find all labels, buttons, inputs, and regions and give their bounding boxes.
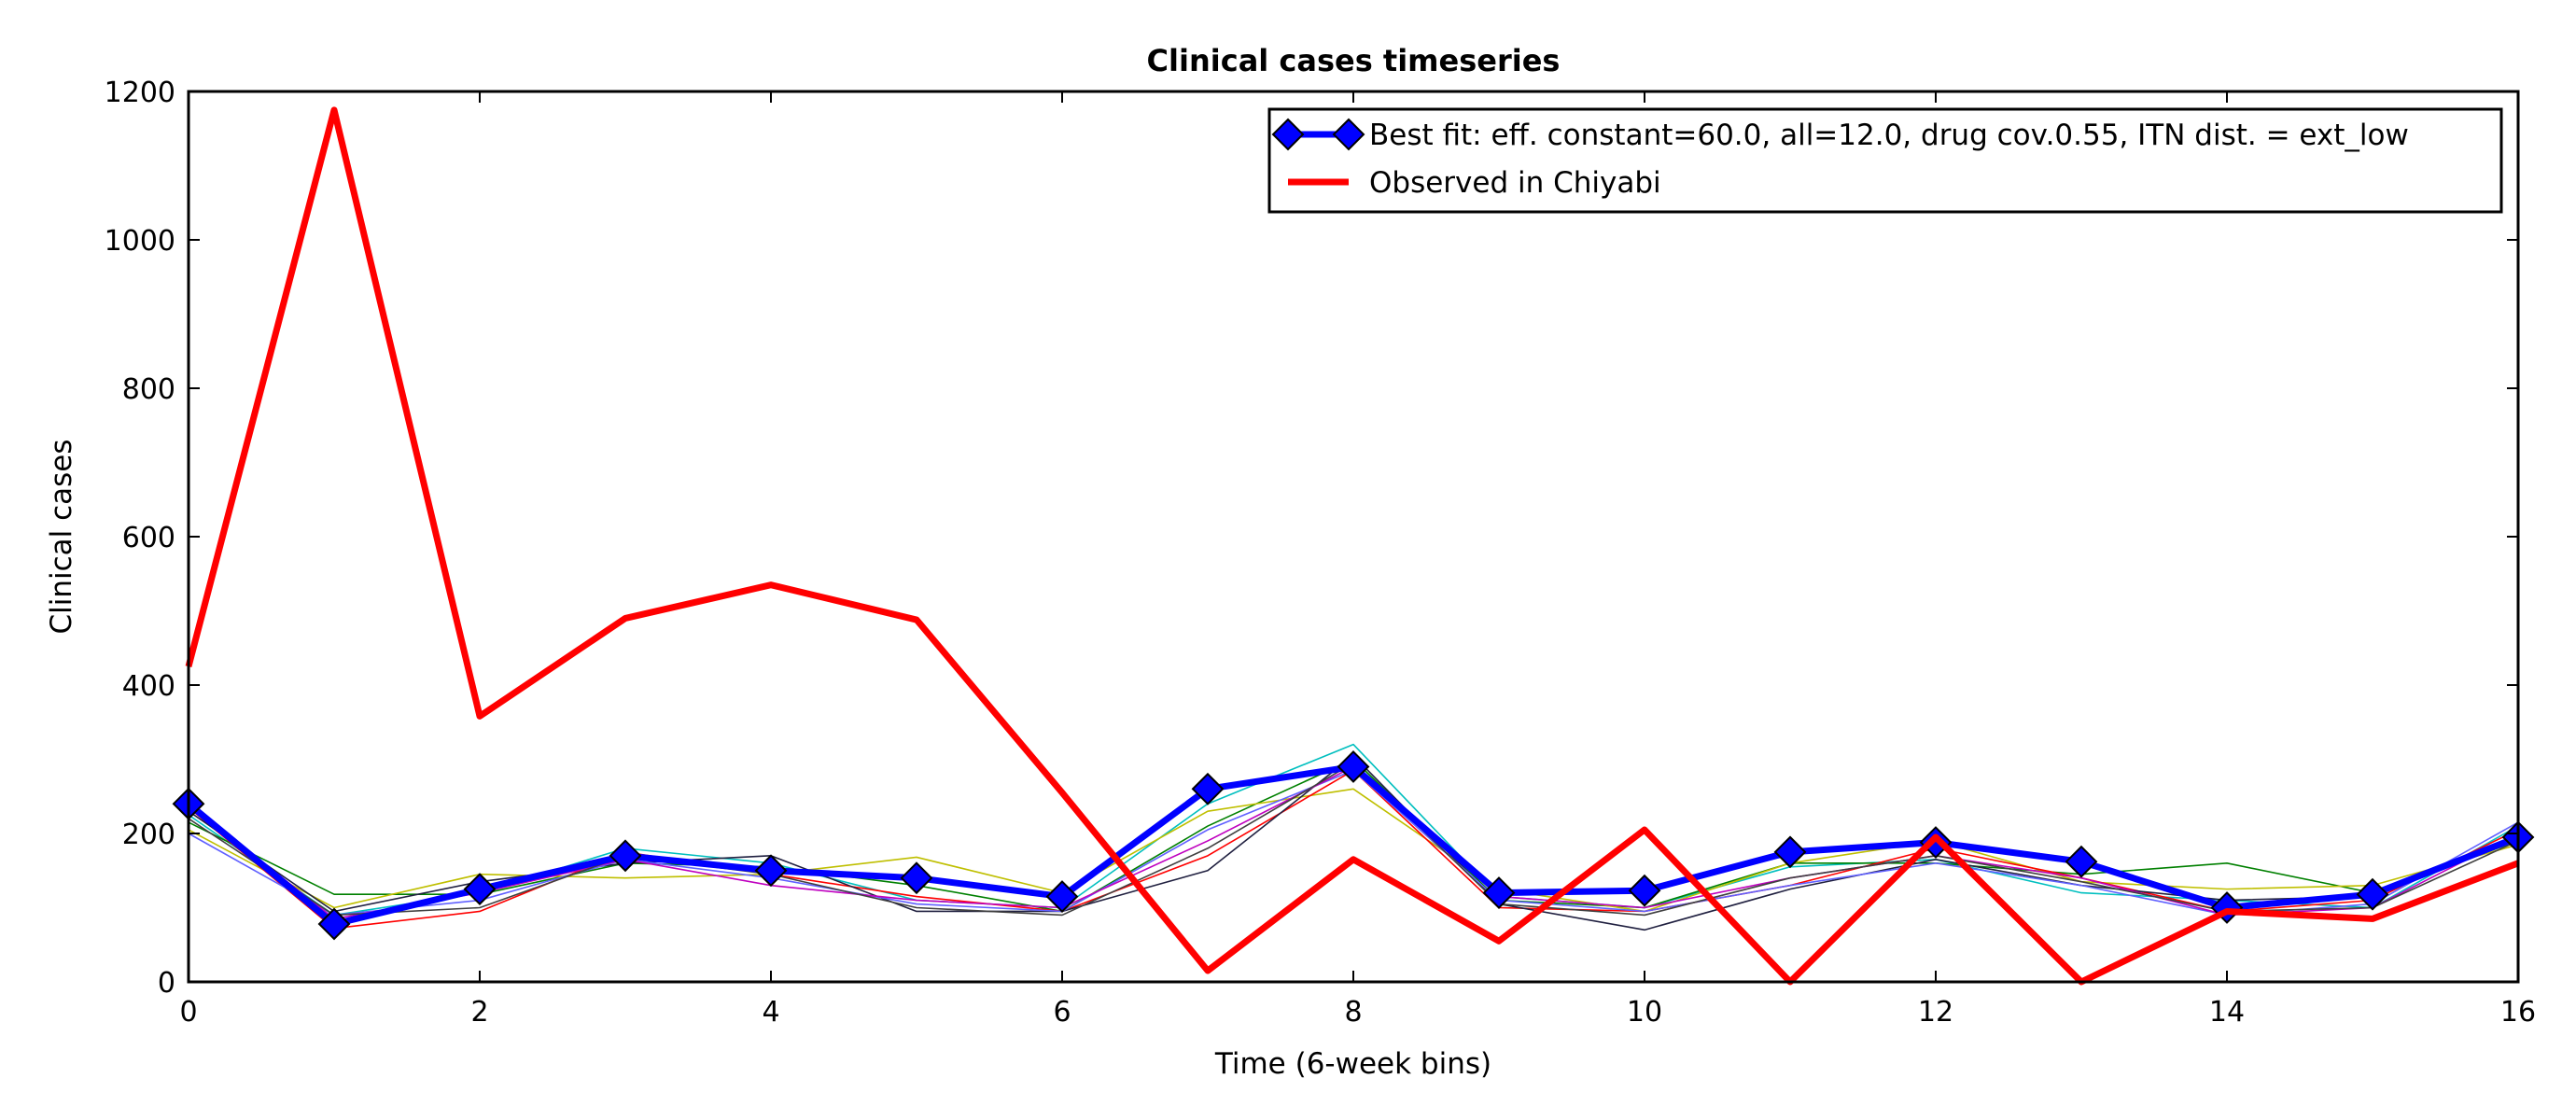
y-axis-label: Clinical cases bbox=[45, 439, 78, 634]
x-tick-label: 6 bbox=[1053, 996, 1071, 1029]
legend: Best fit: eff. constant=60.0, all=12.0, … bbox=[1267, 107, 2503, 214]
best-fit-point bbox=[1628, 874, 1661, 907]
x-tick-label: 4 bbox=[762, 996, 779, 1029]
legend-label-observed: Observed in Chiyabi bbox=[1369, 166, 1661, 200]
y-tick-label: 0 bbox=[158, 967, 175, 1000]
legend-marker-best-fit bbox=[1271, 118, 1305, 151]
x-tick-label: 0 bbox=[179, 996, 197, 1029]
best-fit-point bbox=[1045, 880, 1079, 913]
best-fit-point bbox=[754, 854, 788, 888]
legend-box bbox=[1267, 107, 2503, 214]
x-axis-label: Time (6-week bins) bbox=[1214, 1047, 1491, 1081]
x-tick-label: 16 bbox=[2500, 996, 2536, 1029]
best-fit-point bbox=[1919, 826, 1953, 859]
x-tick-label: 2 bbox=[470, 996, 488, 1029]
y-tick-label: 1000 bbox=[105, 225, 175, 258]
x-tick-label: 10 bbox=[1627, 996, 1662, 1029]
legend-marker-best-fit bbox=[1332, 118, 1365, 151]
y-tick-label: 800 bbox=[122, 373, 175, 406]
x-tick-label: 12 bbox=[1918, 996, 1953, 1029]
x-tick-label: 8 bbox=[1344, 996, 1362, 1029]
y-tick-label: 400 bbox=[122, 670, 175, 703]
best-fit-point bbox=[317, 907, 351, 941]
y-tick-label: 200 bbox=[122, 819, 175, 851]
background-series-line-4 bbox=[188, 769, 2519, 930]
best-fit-point bbox=[1337, 750, 1370, 783]
main-series-group bbox=[172, 106, 2535, 986]
best-fit-point bbox=[1482, 876, 1516, 910]
background-series-line-6 bbox=[188, 769, 2519, 917]
best-fit-point bbox=[900, 861, 933, 895]
best-fit-point bbox=[609, 839, 642, 873]
chart-title: Clinical cases timeseries bbox=[1147, 43, 1561, 78]
plot-area-frame bbox=[187, 90, 2520, 984]
best-fit-point bbox=[1191, 772, 1225, 805]
x-tick-label: 14 bbox=[2209, 996, 2245, 1029]
y-tick-label: 1200 bbox=[105, 77, 175, 109]
best-fit-point bbox=[1773, 835, 1807, 869]
best-fit-point bbox=[2356, 877, 2389, 911]
background-series-line-3 bbox=[188, 788, 2519, 913]
y-tick-label: 600 bbox=[122, 522, 175, 554]
axis-ticks: 0 2 4 6 8 10 12 14 16 0 200 400 600 800 1000 1200 bbox=[105, 77, 2536, 1029]
best-fit-point bbox=[2065, 845, 2098, 878]
best-fit-point bbox=[463, 873, 497, 906]
legend-label-best-fit: Best fit: eff. constant=60.0, all=12.0, … bbox=[1369, 119, 2409, 152]
observed-series-line bbox=[185, 106, 2520, 986]
